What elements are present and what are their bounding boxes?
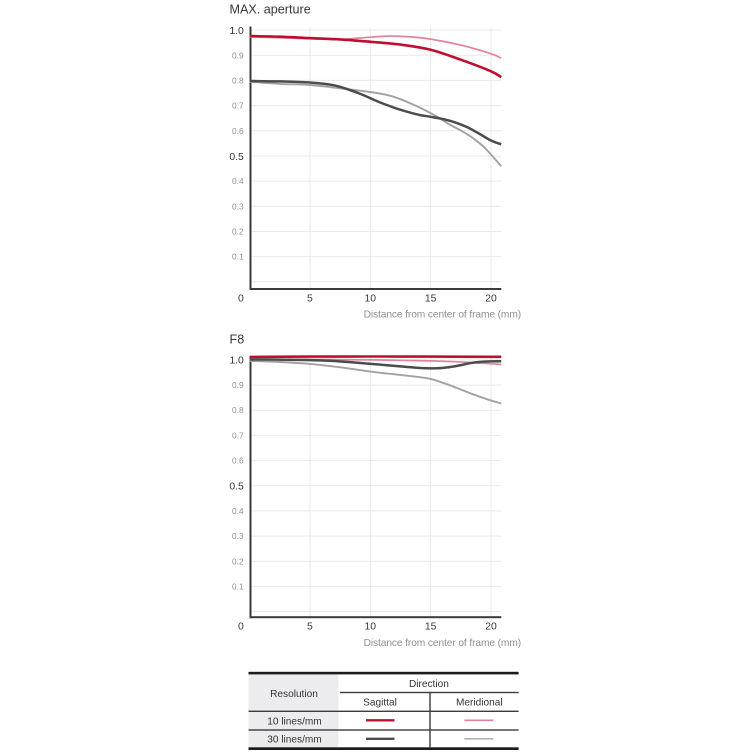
svg-text:0: 0 [238,293,244,304]
svg-text:MAX. aperture: MAX. aperture [230,2,311,16]
svg-text:Sagittal: Sagittal [363,698,397,709]
svg-text:0.6: 0.6 [232,456,244,466]
svg-text:10 lines/mm: 10 lines/mm [267,716,321,727]
svg-text:1.0: 1.0 [229,356,244,367]
svg-text:0.8: 0.8 [232,405,244,415]
svg-text:Resolution: Resolution [270,689,318,700]
svg-text:0.1: 0.1 [232,581,244,591]
svg-text:0.9: 0.9 [232,50,244,60]
svg-text:0.3: 0.3 [232,201,244,211]
svg-text:0.5: 0.5 [229,152,244,163]
svg-text:0.5: 0.5 [229,482,244,493]
svg-text:20: 20 [485,622,497,633]
svg-text:0.3: 0.3 [232,531,244,541]
svg-text:0.8: 0.8 [232,75,244,85]
svg-text:5: 5 [307,293,313,304]
svg-text:15: 15 [425,293,437,304]
svg-text:Distance from center of frame: Distance from center of frame (mm) [364,310,521,321]
svg-text:0.9: 0.9 [232,380,244,390]
svg-text:15: 15 [425,622,437,633]
svg-text:F8: F8 [230,332,245,346]
svg-text:10: 10 [365,293,377,304]
svg-text:Direction: Direction [409,679,449,690]
svg-text:0.7: 0.7 [232,430,244,440]
svg-text:0.7: 0.7 [232,101,244,111]
svg-text:30 lines/mm: 30 lines/mm [267,735,321,746]
svg-text:0.4: 0.4 [232,506,244,516]
svg-text:0.2: 0.2 [232,227,244,237]
svg-text:20: 20 [485,293,497,304]
svg-text:1.0: 1.0 [229,26,244,37]
svg-text:Meridional: Meridional [456,698,503,709]
svg-text:10: 10 [365,622,377,633]
svg-text:Distance from center of frame: Distance from center of frame (mm) [364,638,521,649]
svg-text:0.2: 0.2 [232,556,244,566]
svg-text:5: 5 [307,622,313,633]
svg-text:0.6: 0.6 [232,126,244,136]
svg-text:0.1: 0.1 [232,252,244,262]
svg-text:0.4: 0.4 [232,176,244,186]
svg-text:0: 0 [238,622,244,633]
